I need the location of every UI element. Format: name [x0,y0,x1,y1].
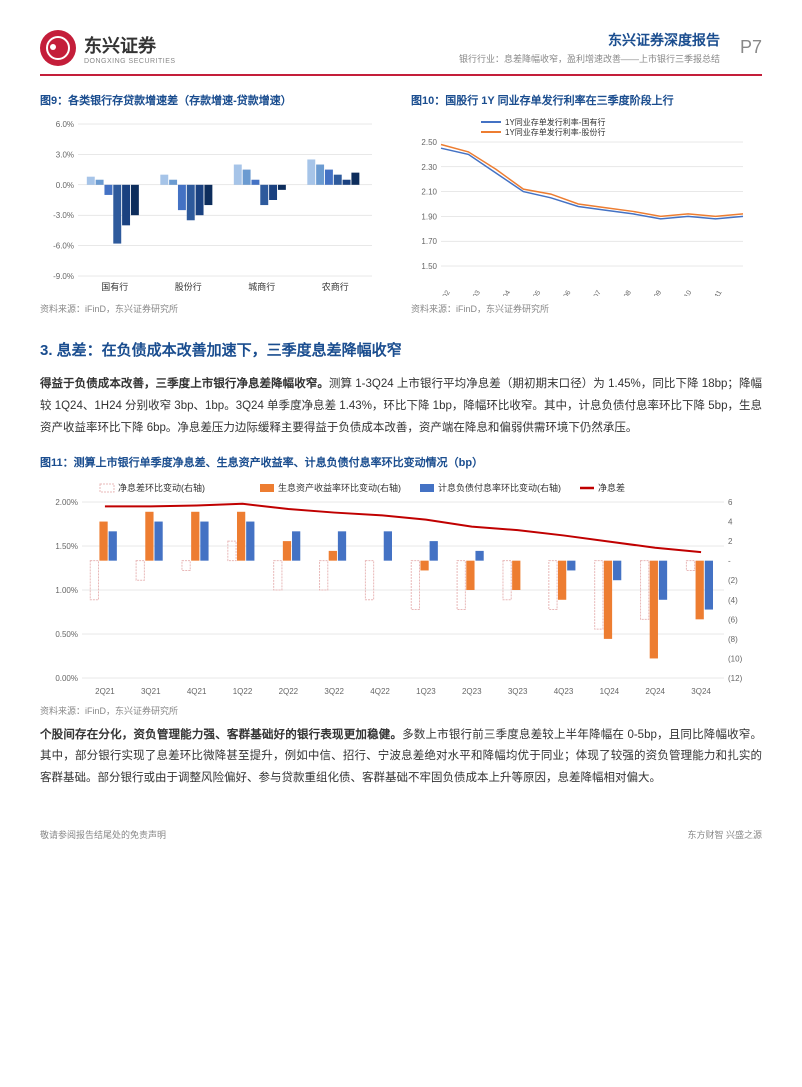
chart11-svg: 净息差环比变动(右轴) 生息资产收益率环比变动(右轴) 计息负债付息率环比变动(右轴… [40,478,760,698]
svg-text:0.0%: 0.0% [56,181,74,190]
svg-text:(12): (12) [728,674,743,683]
logo-cn: 东兴证券 [84,32,176,58]
svg-text:3Q24: 3Q24 [691,687,711,696]
svg-text:1Q24: 1Q24 [600,687,620,696]
chart11-source: 资料来源：iFinD，东兴证券研究所 [40,704,762,717]
svg-text:农商行: 农商行 [322,281,349,292]
svg-text:(8): (8) [728,634,738,643]
svg-text:3Q23: 3Q23 [508,687,528,696]
svg-text:股份行: 股份行 [175,281,202,292]
svg-text:2024-10: 2024-10 [674,289,693,296]
svg-text:-9.0%: -9.0% [53,272,74,281]
svg-text:2Q23: 2Q23 [462,687,482,696]
para1-bold: 得益于负债成本改善，三季度上市银行净息差降幅收窄。 [40,378,329,390]
svg-text:1.70: 1.70 [421,237,437,246]
report-title: 东兴证券深度报告 [459,30,720,50]
svg-text:4: 4 [728,517,733,526]
svg-text:0.50%: 0.50% [55,630,78,639]
svg-text:2024-06: 2024-06 [554,289,573,296]
svg-text:(2): (2) [728,576,738,585]
svg-text:2024-02: 2024-02 [433,289,452,296]
svg-text:(10): (10) [728,654,743,663]
svg-text:1.50: 1.50 [421,262,437,271]
svg-text:3Q22: 3Q22 [324,687,344,696]
svg-text:6: 6 [728,498,733,507]
chart10-source: 资料来源：iFinD，东兴证券研究所 [411,302,762,315]
section-title: 3. 息差：在负债成本改善加速下，三季度息差降幅收窄 [40,339,762,360]
svg-text:(4): (4) [728,595,738,604]
svg-text:-: - [728,556,731,565]
para1: 得益于负债成本改善，三季度上市银行净息差降幅收窄。测算 1-3Q24 上市银行平… [40,374,762,440]
report-subtitle: 银行行业：息差降幅收窄，盈利增速改善——上市银行三季报总结 [459,52,720,65]
page-header: 东兴证券 DONGXING SECURITIES 东兴证券深度报告 银行行业：息… [40,30,762,76]
svg-text:4Q21: 4Q21 [187,687,207,696]
logo-en: DONGXING SECURITIES [84,58,176,65]
chart10-svg: 1Y同业存单发行利率-国有行1Y同业存单发行利率-股份行 2.50 2.30 2.10… [411,116,751,296]
footer-left: 敬请参阅报告结尾处的免责声明 [40,828,166,841]
svg-text:净息差: 净息差 [598,482,625,493]
svg-text:(6): (6) [728,615,738,624]
svg-text:1Q22: 1Q22 [233,687,253,696]
chart11-title: 图11：测算上市银行单季度净息差、生息资产收益率、计息负债付息率环比变动情况（b… [40,454,762,470]
svg-text:2.10: 2.10 [421,188,437,197]
svg-text:2024-07: 2024-07 [584,289,603,296]
svg-text:2.50: 2.50 [421,138,437,147]
svg-text:城商行: 城商行 [248,281,275,292]
svg-text:2024-04: 2024-04 [493,289,512,296]
chart11-container: 图11：测算上市银行单季度净息差、生息资产收益率、计息负债付息率环比变动情况（b… [40,454,762,717]
logo-area: 东兴证券 DONGXING SECURITIES [40,30,176,66]
svg-text:2024-05: 2024-05 [523,289,542,296]
svg-text:2024-11: 2024-11 [705,289,724,296]
svg-text:2024-03: 2024-03 [463,289,482,296]
svg-text:2Q24: 2Q24 [645,687,665,696]
svg-text:2024-09: 2024-09 [644,289,663,296]
chart10-title: 图10：国股行 1Y 同业存单发行利率在三季度阶段上行 [411,92,762,108]
svg-text:计息负债付息率环比变动(右轴): 计息负债付息率环比变动(右轴) [438,482,561,493]
svg-text:4Q22: 4Q22 [370,687,390,696]
header-right: 东兴证券深度报告 银行行业：息差降幅收窄，盈利增速改善——上市银行三季报总结 P… [459,30,762,65]
svg-text:3.0%: 3.0% [56,150,74,159]
charts-row-top: 图9：各类银行存贷款增速差（存款增速-贷款增速） 6.0% 3.0% 0.0% -3.… [40,92,762,315]
chart9-container: 图9：各类银行存贷款增速差（存款增速-贷款增速） 6.0% 3.0% 0.0% -3.… [40,92,391,315]
svg-text:-6.0%: -6.0% [53,242,74,251]
svg-text:3Q21: 3Q21 [141,687,161,696]
svg-text:2.30: 2.30 [421,163,437,172]
para2: 个股间存在分化，资负管理能力强、客群基础好的银行表现更加稳健。多数上市银行前三季… [40,725,762,791]
svg-text:1Y同业存单发行利率-国有行: 1Y同业存单发行利率-国有行 [505,117,605,127]
svg-text:1.50%: 1.50% [55,542,78,551]
svg-text:1Y同业存单发行利率-股份行: 1Y同业存单发行利率-股份行 [505,127,605,137]
logo-icon [40,30,76,66]
footer: 敬请参阅报告结尾处的免责声明 东方财智 兴盛之源 [40,820,762,841]
para2-bold: 个股间存在分化，资负管理能力强、客群基础好的银行表现更加稳健。 [40,729,402,741]
page-number: P7 [740,37,762,58]
svg-text:4Q23: 4Q23 [554,687,574,696]
svg-text:2.00%: 2.00% [55,498,78,507]
svg-text:2Q21: 2Q21 [95,687,115,696]
svg-text:6.0%: 6.0% [56,120,74,129]
svg-text:净息差环比变动(右轴): 净息差环比变动(右轴) [118,482,205,493]
svg-text:2Q22: 2Q22 [279,687,299,696]
svg-text:生息资产收益率环比变动(右轴): 生息资产收益率环比变动(右轴) [278,482,401,493]
chart9-svg: 6.0% 3.0% 0.0% -3.0% -6.0% -9.0% 国有行 股份行 城商行 农商行 [40,116,380,296]
svg-text:1.90: 1.90 [421,212,437,221]
svg-text:0.00%: 0.00% [55,674,78,683]
footer-right: 东方财智 兴盛之源 [687,828,762,841]
chart9-title: 图9：各类银行存贷款增速差（存款增速-贷款增速） [40,92,391,108]
svg-text:2024-08: 2024-08 [614,289,633,296]
chart9-source: 资料来源：iFinD，东兴证券研究所 [40,302,391,315]
svg-text:-3.0%: -3.0% [53,211,74,220]
svg-text:1Q23: 1Q23 [416,687,436,696]
svg-text:国有行: 国有行 [101,281,128,292]
svg-text:2: 2 [728,537,733,546]
svg-text:1.00%: 1.00% [55,586,78,595]
chart10-container: 图10：国股行 1Y 同业存单发行利率在三季度阶段上行 1Y同业存单发行利率-国… [411,92,762,315]
